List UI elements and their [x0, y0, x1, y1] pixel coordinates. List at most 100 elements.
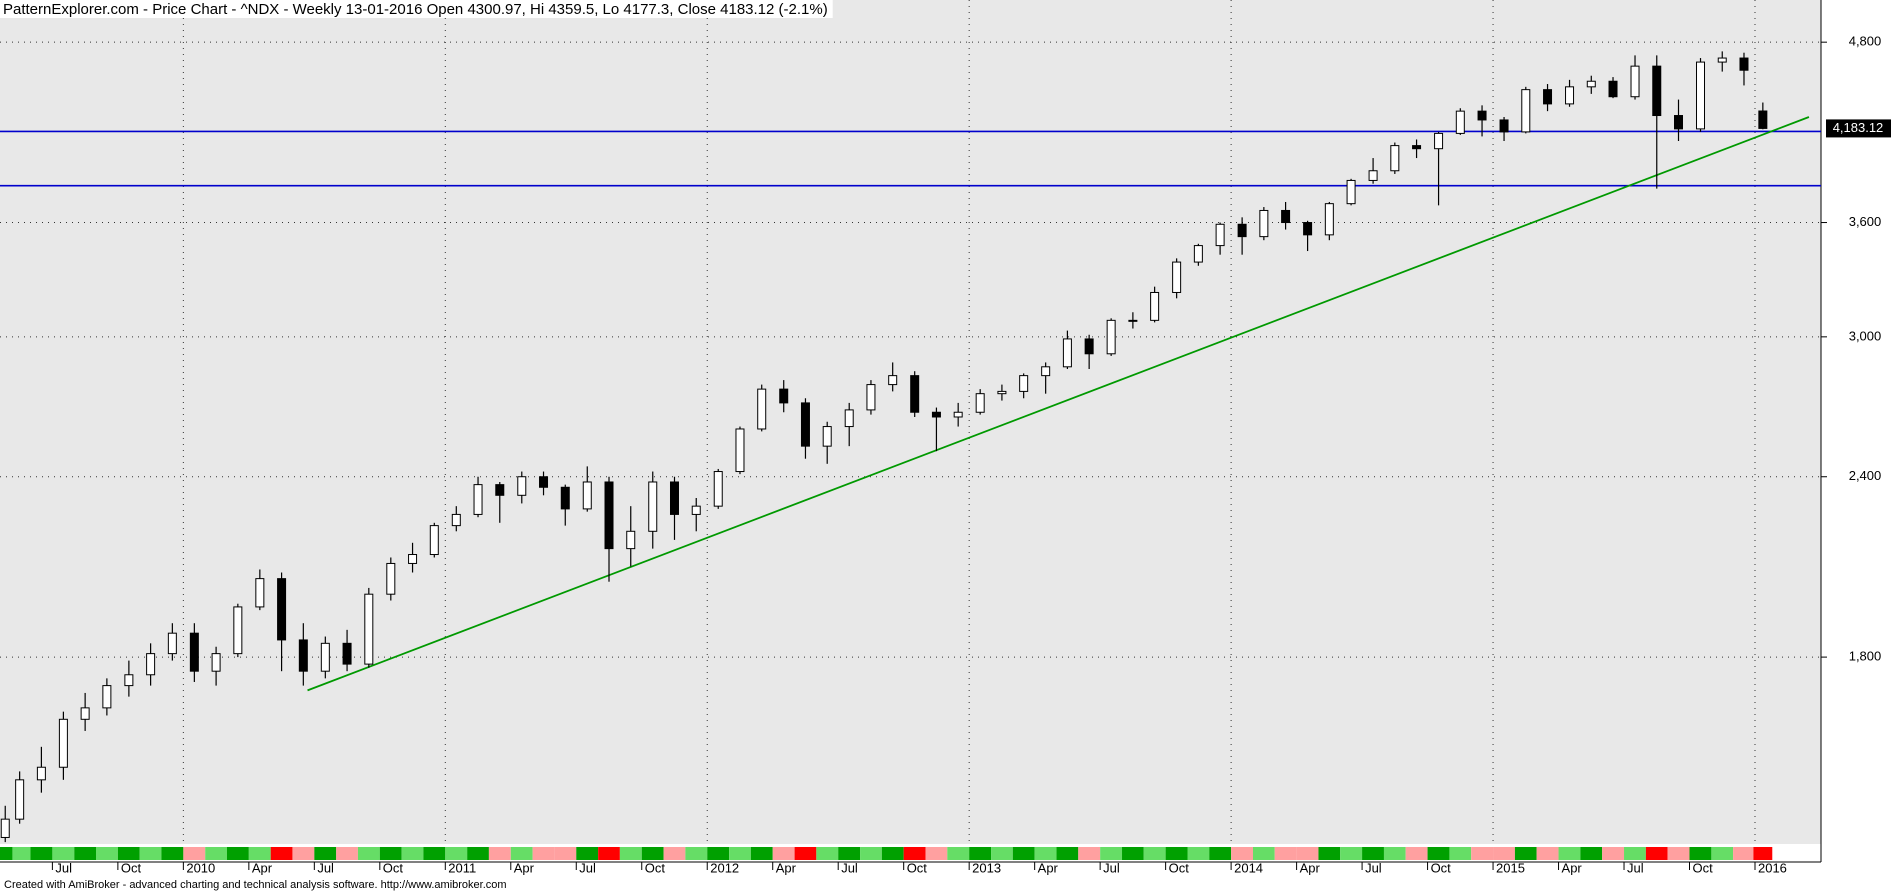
candle-body	[1717, 57, 1727, 63]
signal-band-segment	[1733, 847, 1754, 860]
signal-band-segment	[991, 847, 1013, 860]
candle-body	[844, 409, 854, 428]
signal-band-segment	[1165, 847, 1188, 860]
candle-body	[1062, 338, 1072, 368]
candle-body	[408, 554, 418, 564]
reference-lines	[0, 116, 1821, 692]
candle-body	[167, 632, 177, 655]
candle-body	[1455, 110, 1465, 134]
signal-band-segment	[205, 847, 227, 860]
candle-body	[1106, 319, 1116, 355]
signal-band-segment	[881, 847, 904, 860]
x-tick-label: Jul	[1103, 860, 1120, 875]
signal-band-segment	[1274, 847, 1297, 860]
candle-body	[1150, 291, 1160, 321]
candle-body	[1434, 132, 1444, 150]
signal-band-segment	[139, 847, 162, 860]
trend-line	[307, 116, 1810, 692]
candle-body	[604, 481, 614, 550]
chart-title: PatternExplorer.com - Price Chart - ^NDX…	[3, 1, 828, 18]
candle-body	[713, 471, 723, 507]
candle-body	[800, 402, 810, 447]
candle-body	[517, 476, 527, 496]
signal-band-segment	[270, 847, 293, 860]
candle-body	[1084, 338, 1094, 355]
signal-band-segment	[314, 847, 337, 860]
signal-band-segment	[52, 847, 75, 860]
signal-band-segment	[1427, 847, 1450, 860]
signal-band-segment	[248, 847, 271, 860]
axes: 1,800 2,400 3,000 3,600 4,800 Jul Oct 2010 Apr Ju…	[51, 34, 1891, 875]
x-tick-label: Jul	[55, 860, 72, 875]
signal-band-segment	[576, 847, 599, 860]
candle-body	[320, 642, 330, 672]
candle-body	[1324, 203, 1334, 236]
candle-body	[277, 578, 287, 641]
candle-body	[1499, 119, 1509, 133]
candle-body	[1193, 245, 1203, 263]
signal-band-segment	[750, 847, 773, 860]
candle-body	[36, 766, 46, 781]
signal-band-segment	[379, 847, 402, 860]
signal-band-segment	[336, 847, 358, 860]
x-tick-label: Apr	[776, 860, 797, 875]
last-price-label: 4,183.12	[1833, 120, 1884, 135]
candles	[0, 51, 1768, 843]
signal-band-segment	[161, 847, 184, 860]
signal-band-segment	[1034, 847, 1057, 860]
candle-body	[255, 578, 265, 608]
candle-body	[669, 481, 679, 515]
signal-band-segment	[1689, 847, 1712, 860]
candle-body	[997, 390, 1007, 395]
candle-body	[58, 718, 68, 768]
signal-band-segment	[1318, 847, 1341, 860]
x-tick-label: Jul	[841, 860, 858, 875]
candle-body	[539, 476, 549, 488]
x-tick-label: Apr	[514, 860, 535, 875]
x-tick-label: Jul	[1627, 860, 1644, 875]
signal-band-segment	[1122, 847, 1144, 860]
candle-body	[15, 779, 25, 820]
candle-body	[1412, 145, 1422, 150]
x-tick-label: Oct	[121, 860, 142, 875]
candle-body	[1758, 110, 1768, 129]
signal-band-segment	[1209, 847, 1232, 860]
candle-body	[1368, 170, 1378, 181]
candle-body	[691, 505, 701, 515]
signal-band-segment	[1667, 847, 1690, 860]
candle-body	[495, 484, 505, 496]
y-tick-label: 4,800	[1849, 34, 1882, 49]
signal-band-segment	[1711, 847, 1734, 860]
signal-band-segment	[1624, 847, 1646, 860]
signal-band	[0, 847, 1773, 860]
signal-band-segment	[554, 847, 577, 860]
candle-body	[1390, 145, 1400, 172]
x-tick-label: Oct	[1431, 860, 1452, 875]
x-tick-label: Oct	[383, 860, 404, 875]
candle-body	[146, 653, 156, 676]
signal-band-segment	[1645, 847, 1668, 860]
candle-body	[473, 484, 483, 515]
signal-band-segment	[488, 847, 511, 860]
signal-band-segment	[1296, 847, 1319, 860]
signal-band-segment	[1012, 847, 1035, 860]
signal-band-segment	[794, 847, 817, 860]
x-tick-label: Apr	[252, 860, 273, 875]
signal-band-segment	[423, 847, 446, 860]
candle-body	[298, 639, 308, 672]
candle-body	[233, 606, 243, 655]
candle-body	[735, 428, 745, 473]
candle-body	[1586, 80, 1596, 88]
signal-band-segment	[947, 847, 970, 860]
signal-band-segment	[532, 847, 555, 860]
signal-band-segment	[1753, 847, 1773, 860]
signal-band-segment	[816, 847, 839, 860]
candle-body	[910, 375, 920, 413]
candle-body	[560, 486, 570, 510]
candle-body	[0, 818, 10, 838]
candle-body	[1608, 80, 1618, 98]
x-tick-label: 2011	[448, 860, 476, 875]
candle-body	[364, 593, 374, 665]
